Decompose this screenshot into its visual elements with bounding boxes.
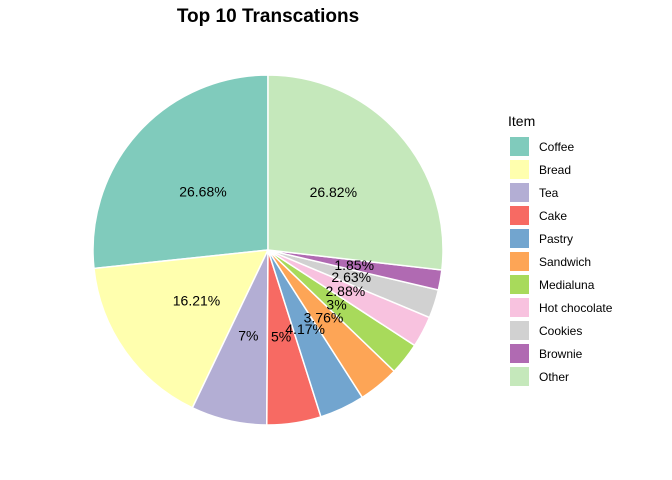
legend-label-sandwich: Sandwich	[539, 255, 591, 269]
legend-swatch-cookies	[510, 321, 529, 340]
legend-swatch-pastry	[510, 229, 529, 248]
legend-swatch-cake	[510, 206, 529, 225]
legend-swatch-brownie	[510, 344, 529, 363]
slice-label-hot-chocolate: 2.88%	[326, 283, 366, 299]
legend-swatch-tea	[510, 183, 529, 202]
legend-swatch-coffee	[510, 137, 529, 156]
chart-title: Top 10 Transcations	[177, 6, 359, 27]
slice-label-brownie: 1.85%	[334, 257, 374, 273]
legend-swatch-medialuna	[510, 275, 529, 294]
pie-slice-labels: 26.68% 16.21% 7% 5%4.17%3.76%3%2.88%2.63%1.…	[173, 183, 374, 344]
legend-label-medialuna: Medialuna	[539, 278, 595, 292]
pie-slice-other	[267, 74, 444, 271]
slice-label-medialuna: 3%	[326, 296, 346, 312]
pie-slice-bread	[93, 249, 270, 409]
legend-label-hot-chocolate: Hot chocolate	[539, 301, 613, 315]
legend-label-bread: Bread	[539, 163, 571, 177]
legend-label-tea: Tea	[539, 186, 559, 200]
legend-label-coffee: Coffee	[539, 140, 574, 154]
slice-label-other: 26.82%	[310, 184, 357, 200]
legend-swatch-other	[510, 367, 529, 386]
legend-title: Item	[508, 113, 535, 129]
legend: Item Coffee Bread Tea Cake Pastry Sandwich Med…	[508, 113, 613, 386]
pie-slices	[92, 74, 444, 426]
legend-label-cake: Cake	[539, 209, 567, 223]
legend-swatch-bread	[510, 160, 529, 179]
slice-label-coffee: 26.68%	[179, 183, 226, 199]
legend-label-cookies: Cookies	[539, 324, 582, 338]
pie-slice-coffee	[92, 74, 269, 270]
legend-label-other: Other	[539, 370, 569, 384]
slice-label-bread: 16.21%	[173, 292, 220, 308]
slice-label-pastry: 4.17%	[285, 321, 325, 337]
slice-label-sandwich: 3.76%	[304, 310, 344, 326]
slice-label-cake: 5%	[271, 329, 291, 345]
legend-swatch-hot-chocolate	[510, 298, 529, 317]
legend-label-brownie: Brownie	[539, 347, 583, 361]
legend-label-pastry: Pastry	[539, 232, 573, 246]
slice-label-cookies: 2.63%	[331, 269, 371, 285]
legend-swatch-sandwich	[510, 252, 529, 271]
slice-label-tea: 7%	[238, 327, 258, 343]
